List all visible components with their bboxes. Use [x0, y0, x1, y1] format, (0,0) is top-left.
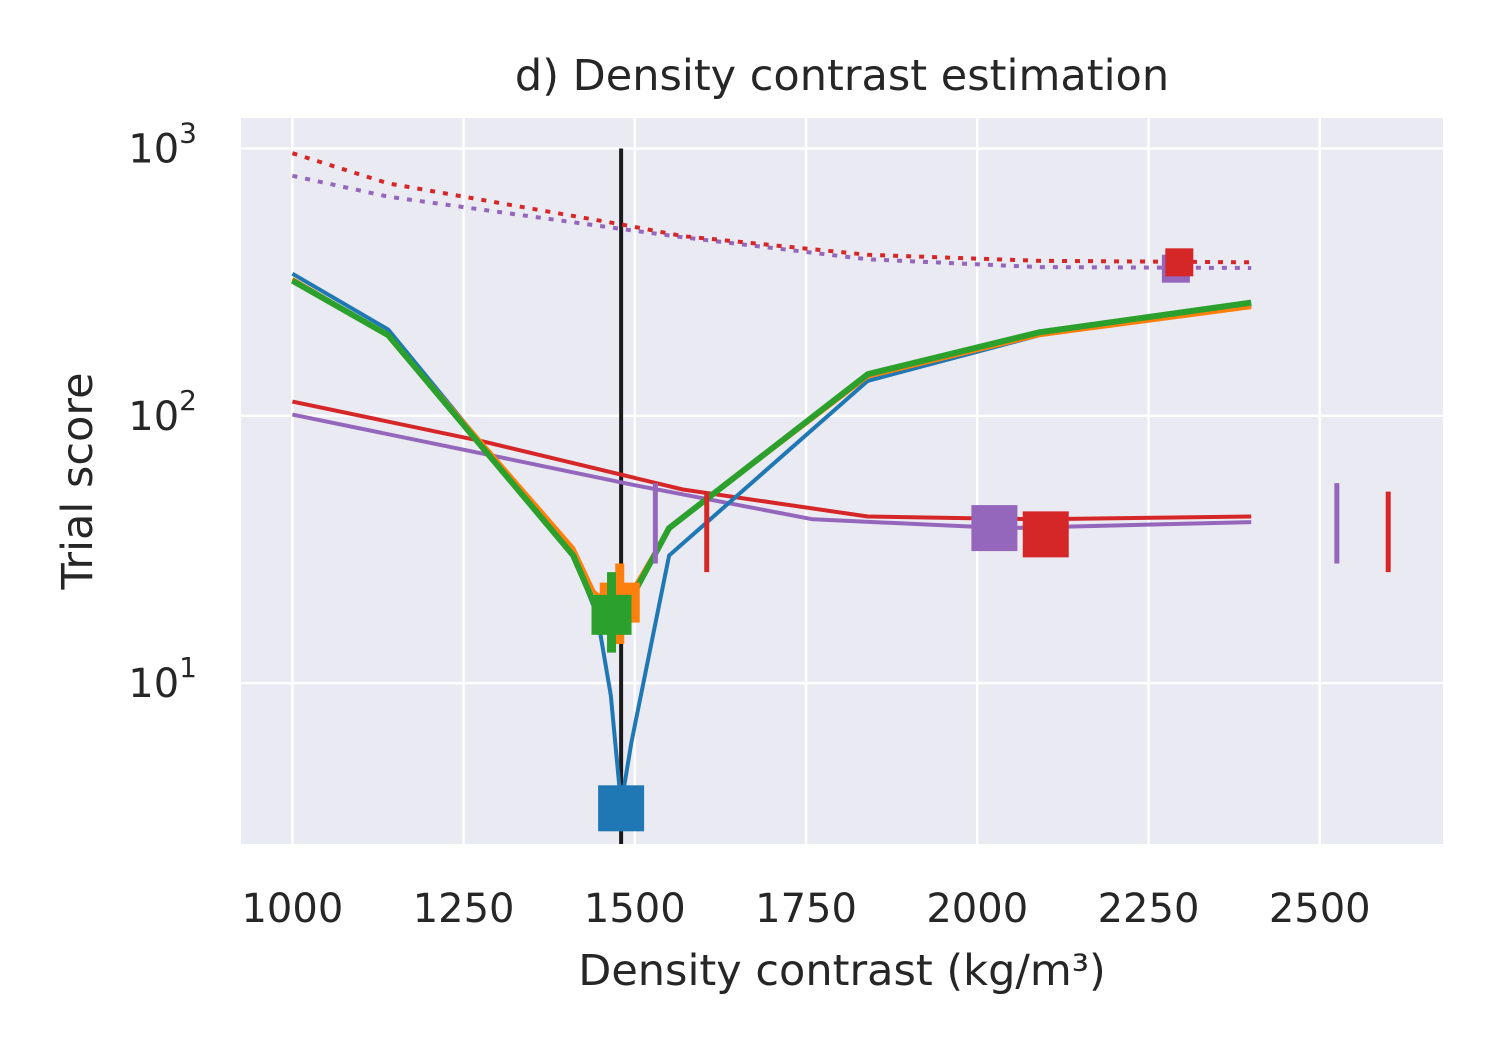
series-line	[291, 151, 1252, 265]
x-tick-label: 1750	[755, 886, 857, 932]
y-tick-exponent: 2	[179, 384, 197, 417]
grid	[241, 118, 1443, 844]
y-tick-base: 10	[128, 661, 179, 707]
x-tick-label: 1250	[413, 886, 515, 932]
marker-layer	[591, 248, 1391, 832]
y-tick-label: 102	[128, 384, 197, 440]
y-tick-exponent: 1	[179, 651, 197, 684]
x-tick-label: 2500	[1269, 886, 1371, 932]
chart-title: d) Density contrast estimation	[515, 51, 1169, 101]
best-marker	[598, 785, 645, 832]
y-tick-label: 103	[128, 116, 197, 172]
x-tick-label: 1000	[241, 886, 343, 932]
y-tick-base: 10	[128, 394, 179, 440]
x-tick-label: 2000	[926, 886, 1028, 932]
best-marker	[1022, 511, 1069, 558]
y-tick-label: 101	[128, 651, 197, 707]
y-tick-exponent: 3	[179, 116, 197, 149]
best-marker	[971, 505, 1018, 552]
x-tick-labels: 1000 1250 1500 1750 2000 2250 2500	[241, 886, 1370, 932]
series-line	[291, 399, 1252, 522]
plot-background	[241, 118, 1443, 844]
best-marker	[1165, 248, 1194, 277]
y-axis-label: Trial score	[53, 372, 103, 590]
y-tick-base: 10	[128, 126, 179, 172]
x-tick-label: 1500	[584, 886, 686, 932]
x-axis-label: Density contrast (kg/m³)	[578, 946, 1106, 996]
x-tick-label: 2250	[1098, 886, 1200, 932]
